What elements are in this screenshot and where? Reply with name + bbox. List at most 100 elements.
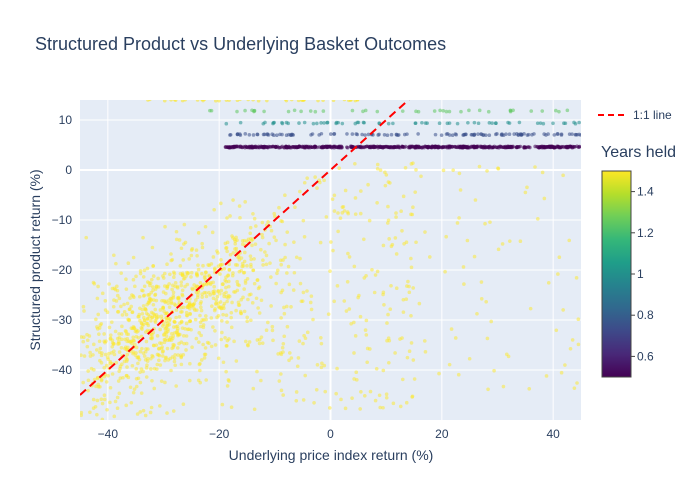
- data-point: [151, 302, 156, 307]
- data-point: [110, 372, 115, 376]
- data-point: [162, 299, 166, 303]
- data-point: [467, 356, 472, 361]
- data-point: [235, 132, 240, 137]
- data-point: [108, 400, 112, 405]
- data-point: [99, 377, 104, 382]
- data-point: [221, 312, 225, 317]
- data-point: [359, 144, 363, 149]
- data-point: [97, 350, 102, 355]
- data-point: [144, 347, 148, 351]
- data-point: [247, 293, 252, 297]
- data-point: [165, 262, 169, 267]
- data-point: [363, 144, 367, 149]
- data-point: [190, 286, 194, 291]
- data-point: [192, 283, 196, 287]
- data-point: [188, 319, 193, 323]
- data-point: [231, 236, 235, 240]
- data-point: [410, 395, 414, 399]
- data-point: [138, 306, 142, 311]
- data-point: [149, 318, 153, 323]
- data-point: [400, 377, 405, 382]
- data-point: [313, 109, 318, 114]
- data-point: [337, 145, 342, 150]
- data-point: [298, 256, 302, 261]
- data-point: [181, 402, 186, 406]
- data-point: [349, 321, 353, 326]
- data-point: [224, 285, 228, 290]
- data-point: [161, 306, 165, 310]
- data-point: [387, 237, 391, 241]
- data-point: [112, 286, 117, 291]
- data-point: [211, 325, 215, 329]
- data-point: [260, 341, 265, 345]
- data-point: [166, 301, 171, 306]
- data-point: [107, 325, 112, 330]
- data-point: [335, 366, 339, 371]
- data-point: [195, 253, 199, 258]
- data-point: [161, 349, 165, 353]
- data-point: [398, 404, 403, 409]
- data-point: [299, 109, 303, 114]
- data-point: [145, 359, 150, 363]
- data-point: [225, 320, 229, 324]
- data-point: [209, 316, 214, 320]
- data-point: [136, 355, 141, 359]
- data-point: [167, 338, 172, 342]
- data-point: [295, 364, 300, 369]
- data-point: [171, 409, 176, 413]
- data-point: [440, 145, 444, 150]
- data-point: [234, 246, 239, 251]
- data-point: [270, 324, 275, 329]
- data-point: [319, 121, 323, 125]
- data-point: [119, 304, 123, 309]
- y-axis-title: Structured product return (%): [27, 169, 43, 350]
- data-point: [368, 389, 373, 394]
- data-point: [150, 245, 155, 250]
- data-point: [394, 286, 399, 291]
- data-point: [173, 353, 177, 357]
- data-point: [394, 211, 398, 215]
- data-point: [219, 258, 223, 262]
- data-point: [280, 144, 285, 149]
- data-point: [303, 373, 308, 378]
- data-point: [132, 325, 137, 330]
- data-point: [179, 319, 184, 324]
- data-point: [271, 338, 275, 343]
- data-point: [195, 273, 199, 277]
- data-point: [279, 262, 283, 267]
- data-point: [334, 391, 338, 396]
- data-point: [319, 336, 323, 340]
- data-point: [459, 109, 463, 114]
- data-point: [106, 373, 110, 378]
- data-point: [281, 342, 286, 346]
- data-point: [146, 100, 150, 102]
- legend[interactable]: 1:1 line: [598, 108, 672, 122]
- data-point: [559, 144, 564, 149]
- data-point: [198, 280, 203, 285]
- data-point: [353, 212, 358, 216]
- data-point: [291, 288, 296, 292]
- data-point: [114, 299, 119, 303]
- data-point: [445, 132, 450, 136]
- data-point: [196, 267, 201, 272]
- data-point: [163, 224, 167, 229]
- data-point: [143, 413, 148, 418]
- data-point: [102, 374, 107, 379]
- data-point: [171, 290, 176, 295]
- data-point: [381, 290, 386, 295]
- data-point: [103, 299, 108, 303]
- data-point: [124, 356, 128, 360]
- data-point: [574, 132, 578, 137]
- data-point: [166, 316, 171, 321]
- data-point: [128, 385, 133, 390]
- data-point: [184, 341, 189, 346]
- data-point: [546, 281, 551, 285]
- data-point: [464, 132, 468, 137]
- data-point: [141, 304, 146, 308]
- data-point: [224, 275, 228, 279]
- data-point: [109, 350, 114, 355]
- data-point: [172, 343, 177, 347]
- data-point: [476, 121, 481, 126]
- data-point: [267, 241, 271, 246]
- data-point: [196, 378, 201, 383]
